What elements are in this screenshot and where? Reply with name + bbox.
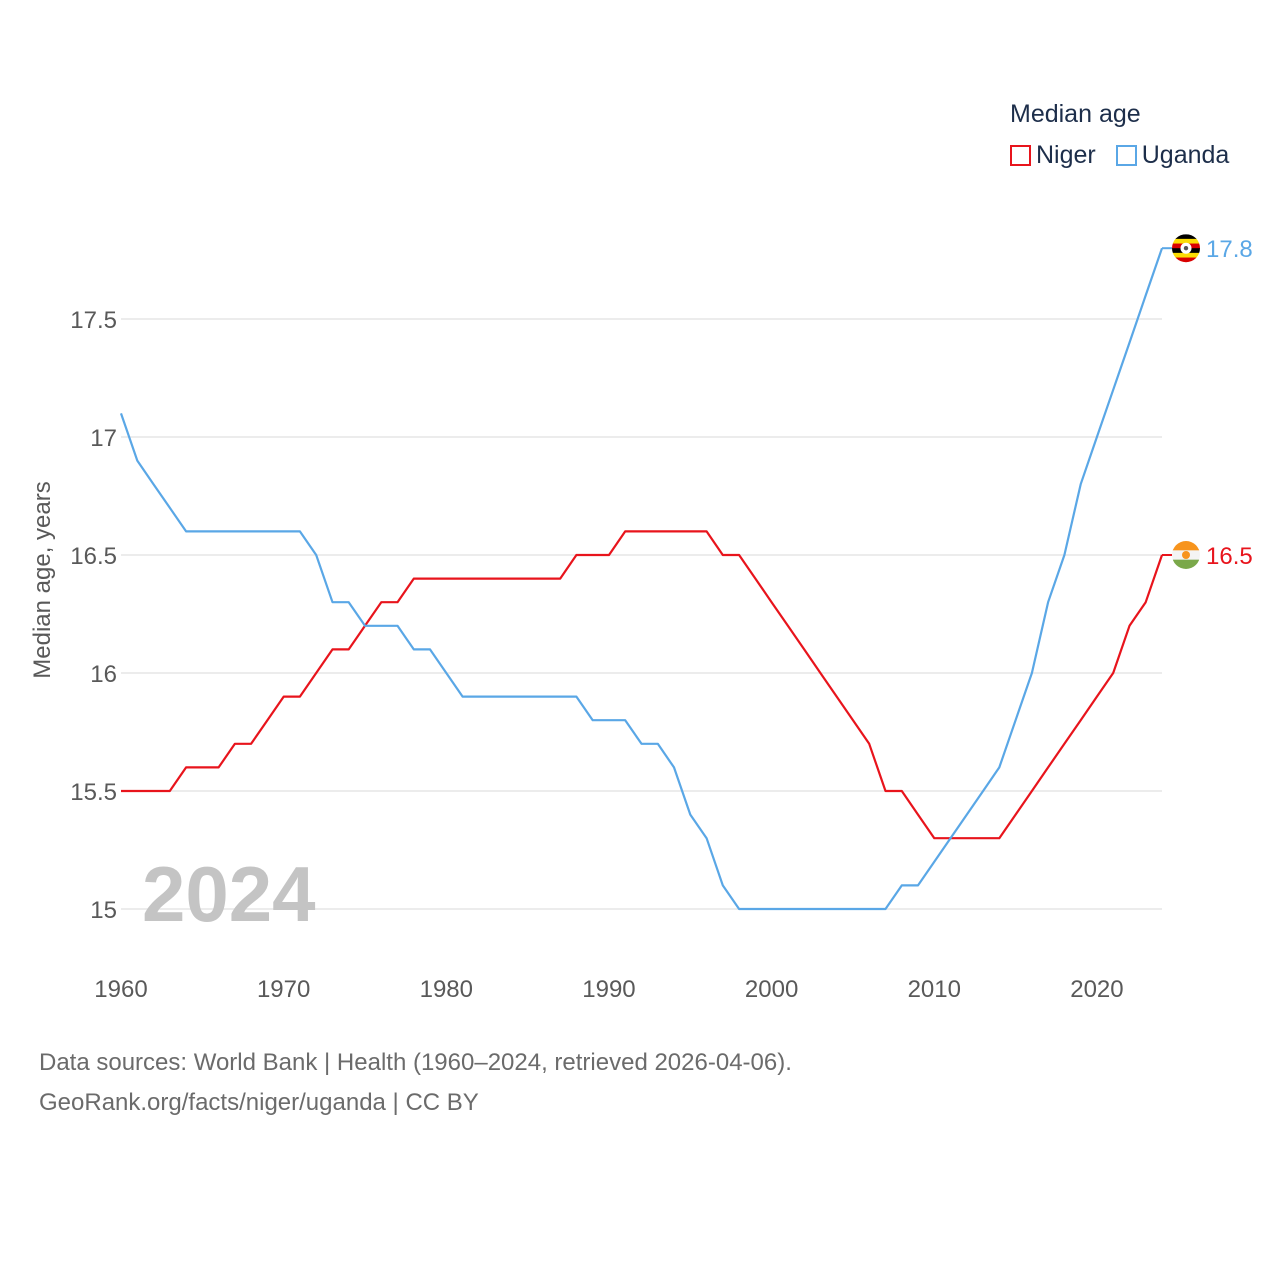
legend: Median age Niger Uganda bbox=[1010, 100, 1249, 170]
x-tick-label: 2000 bbox=[745, 976, 798, 1003]
x-tick-label: 1960 bbox=[94, 976, 147, 1003]
series-lines bbox=[119, 247, 1164, 911]
legend-item-uganda[interactable]: Uganda bbox=[1115, 141, 1230, 170]
end-value-label-niger: 16.5 bbox=[1206, 543, 1253, 570]
x-tick-label: 1980 bbox=[420, 976, 473, 1003]
y-axis-title: Median age, years bbox=[29, 481, 56, 678]
y-tick-label: 17 bbox=[90, 425, 117, 452]
x-tick-label: 1990 bbox=[582, 976, 635, 1003]
y-tick-label: 17.5 bbox=[70, 307, 117, 334]
year-watermark: 2024 bbox=[142, 850, 316, 938]
series-end-labels: 16.5 17.8 bbox=[1162, 234, 1253, 570]
grid-lines bbox=[121, 318, 1162, 910]
y-axis-ticks: 15 15.5 16 16.5 17 17.5 bbox=[70, 307, 117, 924]
legend-swatch-uganda bbox=[1115, 145, 1137, 166]
series-line-uganda bbox=[119, 247, 1164, 911]
y-tick-label: 15 bbox=[90, 897, 117, 924]
legend-label-uganda: Uganda bbox=[1141, 141, 1230, 169]
y-tick-label: 16.5 bbox=[70, 543, 117, 570]
niger-flag-icon bbox=[1172, 541, 1200, 569]
x-tick-label: 1970 bbox=[257, 976, 310, 1003]
footer: Data sources: World Bank | Health (1960–… bbox=[39, 1043, 792, 1123]
legend-label-niger: Niger bbox=[1036, 141, 1096, 169]
legend-swatch-niger bbox=[1010, 145, 1031, 166]
y-tick-label: 15.5 bbox=[70, 779, 117, 806]
data-source-text: Data sources: World Bank | Health (1960–… bbox=[39, 1049, 792, 1076]
x-axis-ticks: 1960 1970 1980 1990 2000 2010 2020 bbox=[94, 976, 1123, 1003]
legend-title: Median age bbox=[1010, 100, 1141, 128]
source-link[interactable]: GeoRank.org/facts/niger/uganda | CC BY bbox=[39, 1089, 479, 1116]
legend-item-niger[interactable]: Niger bbox=[1010, 141, 1096, 170]
y-tick-label: 16 bbox=[90, 661, 117, 688]
series-line-niger bbox=[121, 530, 1164, 840]
x-tick-label: 2020 bbox=[1070, 976, 1123, 1003]
uganda-flag-icon bbox=[1172, 234, 1200, 263]
x-tick-label: 2010 bbox=[908, 976, 961, 1003]
end-value-label-uganda: 17.8 bbox=[1206, 236, 1253, 263]
